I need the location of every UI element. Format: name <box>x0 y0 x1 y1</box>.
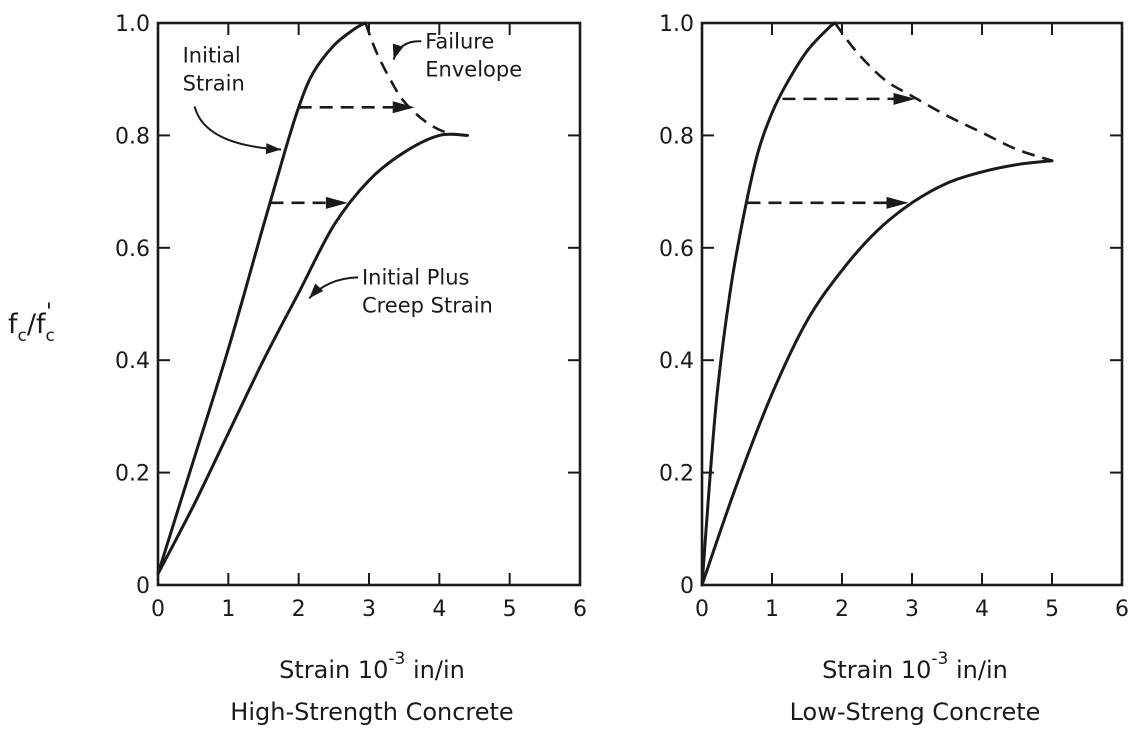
panel-caption: High-Strength Concrete <box>230 698 513 726</box>
y-tick-label: 0 <box>136 574 150 599</box>
x-tick-label: 0 <box>695 597 709 622</box>
chart-panel-low-strength: 0 1 2 3 4 5 6 0 0.2 0.4 0.6 0.8 1.0 Strain 10-3 in/in… <box>659 12 1129 726</box>
series-failure-envelope <box>364 22 468 137</box>
series-initial-plus-creep-strain <box>156 132 469 576</box>
annotation-label: Failure Envelope <box>425 29 522 81</box>
x-tick-label: 1 <box>765 597 779 622</box>
x-tick-label: 3 <box>905 597 919 622</box>
x-tick-label: 4 <box>432 597 446 622</box>
y-tick-label: 0.4 <box>659 349 694 374</box>
x-tick-label: 5 <box>1045 597 1059 622</box>
y-tick-label: 0.6 <box>659 237 694 262</box>
y-axis-label-text: fc/fc' <box>8 300 55 346</box>
annotation-label: Initial Plus Creep Strain <box>362 265 493 317</box>
series-initial-strain <box>700 21 837 587</box>
x-tick-label: 2 <box>835 597 849 622</box>
y-tick-label: 0.6 <box>115 237 150 262</box>
y-tick-label: 0 <box>680 574 694 599</box>
x-tick-label: 3 <box>362 597 376 622</box>
annotation-arrow-head <box>265 143 282 155</box>
x-tick-label: 6 <box>1115 597 1129 622</box>
creep-arrow-head <box>893 92 916 105</box>
y-tick-label: 0.8 <box>659 124 694 149</box>
series-initial-plus-creep-strain <box>700 159 1054 587</box>
y-tick-label: 1.0 <box>659 12 694 37</box>
chart-panel-high-strength: 0 1 2 3 4 5 6 0 0.2 0.4 0.6 0.8 1.0 Initial Strain Fail… <box>115 12 587 726</box>
creep-arrow-head <box>325 196 348 209</box>
series-initial-strain <box>156 21 367 576</box>
y-tick-label: 0.4 <box>115 349 150 374</box>
annotation-arrow-head <box>309 283 324 299</box>
y-tick-label: 0.8 <box>115 124 150 149</box>
x-axis-label: Strain 10-3 in/in <box>822 649 1008 684</box>
y-tick-label: 0.2 <box>659 462 694 487</box>
annotation-label: Initial Strain <box>183 43 245 95</box>
y-tick-label: 1.0 <box>115 12 150 37</box>
x-axis-label: Strain 10-3 in/in <box>279 649 465 684</box>
x-tick-label: 1 <box>221 597 235 622</box>
annotation-arrow-head <box>392 43 404 60</box>
creep-arrow-head <box>886 196 909 209</box>
annotation-leader <box>193 106 282 151</box>
plot-frame <box>700 21 1124 587</box>
x-tick-label: 2 <box>292 597 306 622</box>
y-axis-label: fc/fc' <box>8 300 55 346</box>
creep-arrow-head <box>392 101 415 114</box>
x-tick-label: 5 <box>503 597 517 622</box>
series-failure-envelope <box>833 22 1053 162</box>
y-tick-label: 0.2 <box>115 462 150 487</box>
x-tick-label: 0 <box>151 597 165 622</box>
x-tick-label: 6 <box>573 597 587 622</box>
panel-caption: Low-Streng Concrete <box>790 698 1041 726</box>
x-tick-label: 4 <box>975 597 989 622</box>
